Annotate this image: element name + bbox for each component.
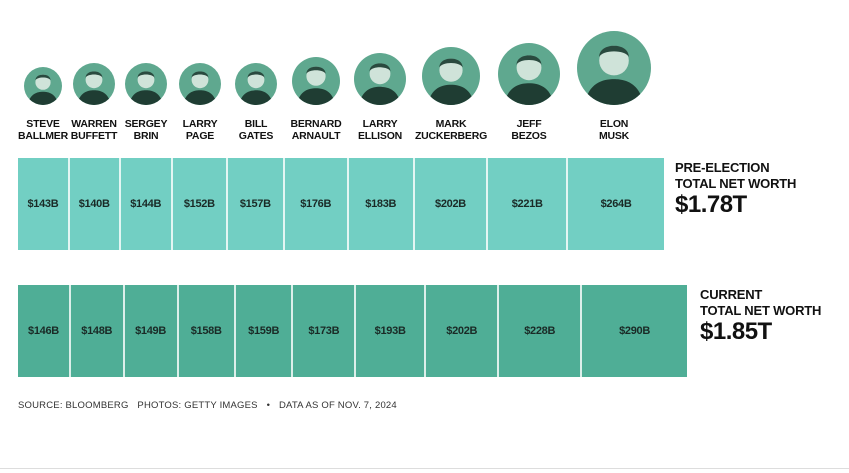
name-line: GATES xyxy=(238,130,274,142)
value-label: $290B xyxy=(619,325,650,337)
source-text: SOURCE: BLOOMBERG xyxy=(18,400,129,411)
name-line: MARK xyxy=(435,118,467,130)
bar-segment: $144B xyxy=(120,158,173,250)
value-label: $158B xyxy=(190,325,222,337)
value-label: $143B xyxy=(27,198,59,210)
value-label: $228B xyxy=(524,325,556,337)
name-line: SERGEY xyxy=(124,118,168,130)
value-label: $146B xyxy=(28,325,59,337)
name-line: MUSK xyxy=(598,130,630,142)
bar-segment: $183B xyxy=(348,158,415,250)
value-label: $183B xyxy=(365,198,397,210)
bar-segment: $173B xyxy=(293,285,357,377)
name-line: BEZOS xyxy=(511,130,547,142)
value-label: $202B xyxy=(435,198,466,210)
bar-segment: $193B xyxy=(356,285,427,377)
total-value: $1.78T xyxy=(675,191,747,218)
person-name: BERNARD ARNAULT xyxy=(276,118,356,142)
photos-credit: PHOTOS: GETTY IMAGES xyxy=(137,400,258,411)
bar-segment: $290B xyxy=(581,285,688,377)
name-line: ZUCKERBERG xyxy=(414,130,488,142)
name-line: BALLMER xyxy=(18,130,68,142)
person-name: SERGEY BRIN xyxy=(106,118,186,142)
name-line: BERNARD xyxy=(290,118,342,130)
bar-segment: $149B xyxy=(124,285,179,377)
bar-segment: $158B xyxy=(178,285,236,377)
name-line: LARRY xyxy=(362,118,398,130)
divider xyxy=(0,468,849,469)
name-line: BRIN xyxy=(133,130,159,142)
person-photo xyxy=(125,63,167,105)
person-photo xyxy=(24,67,62,105)
name-line: LARRY xyxy=(182,118,218,130)
value-label: $140B xyxy=(78,198,110,210)
current-bar: $146B $148B $149B $158B $159B $173B $193B $202B… xyxy=(18,285,688,377)
value-label: $193B xyxy=(374,325,406,337)
total-label-line: PRE-ELECTION xyxy=(675,160,770,175)
name-line: BUFFETT xyxy=(70,130,118,142)
bar-segment: $202B xyxy=(426,285,500,377)
bar-segment: $228B xyxy=(499,285,582,377)
total-value: $1.85T xyxy=(700,318,772,345)
value-label: $202B xyxy=(446,325,478,337)
value-label: $149B xyxy=(135,325,167,337)
person-name: LARRY ELLISON xyxy=(340,118,420,142)
bar-segment: $157B xyxy=(227,158,285,250)
bar-segment: $148B xyxy=(70,285,125,377)
person-photo xyxy=(422,47,480,105)
name-line: PAGE xyxy=(185,130,215,142)
person-name: ELON MUSK xyxy=(574,118,654,142)
person-name: LARRY PAGE xyxy=(160,118,240,142)
bar-segment: $146B xyxy=(18,285,71,377)
total-label-line: CURRENT xyxy=(700,287,763,302)
person-photo xyxy=(73,63,115,105)
value-label: $173B xyxy=(308,325,340,337)
name-line: ELON xyxy=(599,118,629,130)
bar-segment: $176B xyxy=(284,158,349,250)
name-line: ELLISON xyxy=(357,130,403,142)
name-line: BILL xyxy=(244,118,268,130)
pre-election-total: PRE-ELECTION TOTAL NET WORTH $1.78T xyxy=(675,160,796,218)
total-label-line: TOTAL NET WORTH xyxy=(700,303,822,318)
value-label: $159B xyxy=(248,325,280,337)
person-photo xyxy=(354,53,406,105)
bar-segment: $264B xyxy=(568,158,664,250)
person-name: JEFF BEZOS xyxy=(489,118,569,142)
person-name: BILL GATES xyxy=(216,118,296,142)
bar-segment: $140B xyxy=(69,158,121,250)
value-label: $144B xyxy=(130,198,162,210)
current-total: CURRENT TOTAL NET WORTH $1.85T xyxy=(700,287,821,345)
bar-segment: $152B xyxy=(172,158,228,250)
person-photo xyxy=(498,43,560,105)
bar-segment: $159B xyxy=(235,285,294,377)
person-photo xyxy=(179,63,221,105)
pre-election-bar: $143B $140B $144B $152B $157B $176B $183B $202B… xyxy=(18,158,664,250)
bar-segment: $221B xyxy=(488,158,569,250)
person-photo xyxy=(577,31,651,105)
value-label: $264B xyxy=(600,198,632,210)
name-line: JEFF xyxy=(516,118,542,130)
name-line: ARNAULT xyxy=(291,130,341,142)
bar-segment: $202B xyxy=(414,158,489,250)
person-name: WARREN BUFFETT xyxy=(54,118,134,142)
value-label: $157B xyxy=(239,198,271,210)
bar-segment: $143B xyxy=(18,158,70,250)
value-label: $152B xyxy=(183,198,215,210)
person-name: STEVE BALLMER xyxy=(3,118,83,142)
value-label: $148B xyxy=(81,325,113,337)
footer-source: SOURCE: BLOOMBERG PHOTOS: GETTY IMAGES •… xyxy=(18,400,403,411)
value-label: $221B xyxy=(511,198,543,210)
name-line: STEVE xyxy=(26,118,60,130)
person-name: MARK ZUCKERBERG xyxy=(411,118,491,142)
data-date: DATA AS OF NOV. 7, 2024 xyxy=(278,400,397,411)
total-label-line: TOTAL NET WORTH xyxy=(675,176,797,191)
name-line: WARREN xyxy=(71,118,117,130)
value-label: $176B xyxy=(300,198,332,210)
separator: • xyxy=(266,400,271,411)
person-photo xyxy=(292,57,340,105)
person-photo xyxy=(235,63,277,105)
